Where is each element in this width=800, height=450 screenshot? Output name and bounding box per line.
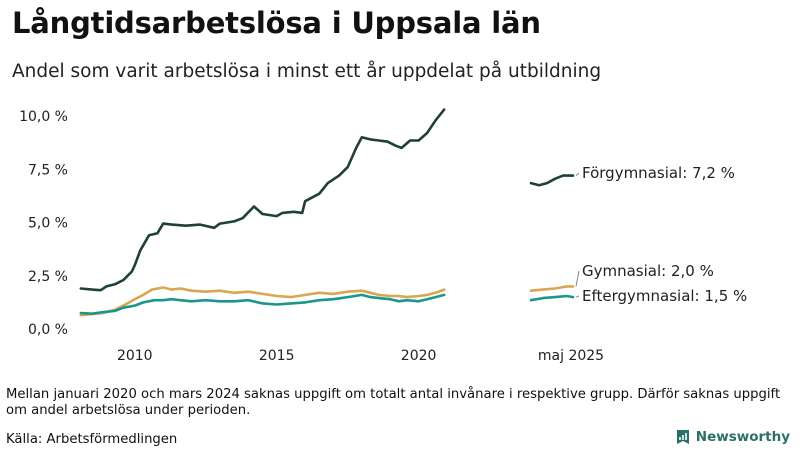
line-chart: 10,0 % 7,5 % 5,0 % 2,5 % 0,0 % 2010 2015 2020 ma… [19,108,747,364]
series-line-eftergymnasial [79,293,446,315]
series-end-label: Eftergymnasial: 1,5 % [582,287,747,305]
chart-subtitle: Andel som varit arbetslösa i minst ett å… [12,61,602,82]
y-tick-label: 0,0 % [28,322,68,338]
end-label-connector [575,270,580,287]
series-line-förgymnasial [79,108,446,292]
series-line-eftergymnasial [529,294,575,302]
end-label-connector [575,172,580,177]
newsworthy-logo-icon [676,430,689,444]
chart-title: Långtidsarbetslösa i Uppsala län [12,6,541,40]
series-line-gymnasial [529,285,575,292]
y-tick-label: 10,0 % [19,109,68,125]
x-tick-label: 2010 [117,348,153,364]
end-label-connector [575,295,580,298]
x-tick-label: 2020 [401,348,437,364]
series-end-label: Gymnasial: 2,0 % [582,262,714,280]
brand-name: Newsworthy [695,429,790,445]
y-tick-label: 5,0 % [28,216,68,232]
source-text: Källa: Arbetsförmedlingen [6,432,178,447]
newsworthy-logo: Newsworthy [675,429,790,445]
y-tick-label: 2,5 % [28,269,68,285]
x-tick-label: 2015 [259,348,295,364]
series-end-label: Förgymnasial: 7,2 % [582,164,735,182]
series-line-gymnasial [79,286,446,317]
series-line-förgymnasial [529,174,575,187]
x-tick-label: maj 2025 [538,348,604,364]
y-tick-label: 7,5 % [28,162,68,178]
footnote: Mellan januari 2020 och mars 2024 saknas… [6,387,781,418]
